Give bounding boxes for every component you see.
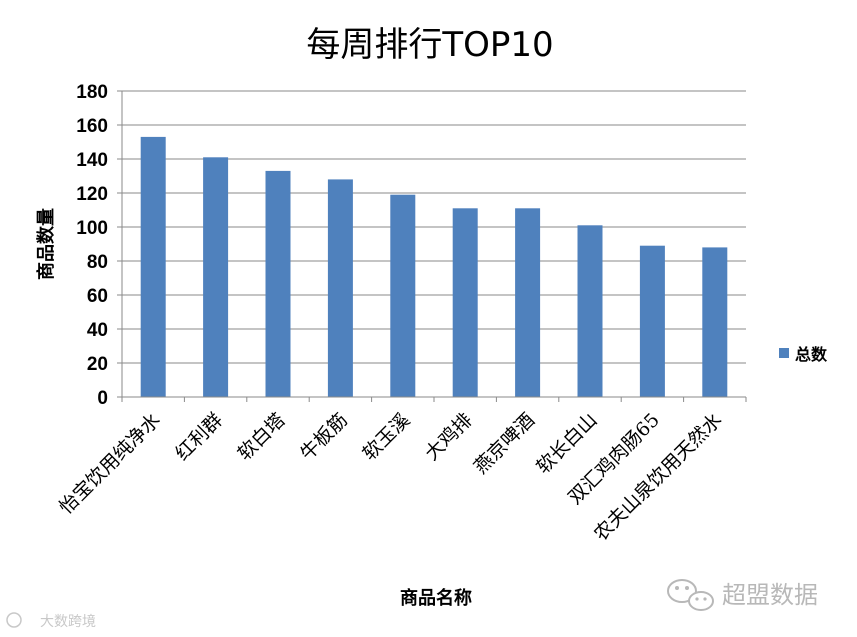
x-axis-title: 商品名称 [400, 587, 472, 609]
y-tick-label: 140 [76, 150, 108, 171]
bar [203, 157, 229, 397]
y-tick-label: 20 [87, 354, 108, 375]
x-tick-label: 牛板筋 [296, 409, 352, 465]
watermark-bottom-left: 大数跨境 [6, 612, 96, 630]
chart-title: 每周排行TOP10 [306, 25, 553, 65]
bar [702, 247, 728, 397]
watermark-small-text: 大数跨境 [40, 614, 96, 630]
watermark-bottom-right: 超盟数据 [667, 579, 818, 611]
y-tick-label: 60 [87, 286, 108, 307]
bar [327, 179, 353, 397]
bars [140, 136, 728, 397]
wechat-icon [667, 579, 714, 611]
bar [515, 208, 541, 397]
y-tick-label: 40 [87, 320, 108, 341]
x-tick-label: 软白塔 [234, 409, 290, 465]
y-tick-label: 80 [87, 252, 108, 273]
y-tick-label: 180 [76, 82, 108, 103]
bar [140, 136, 166, 397]
y-tick-label: 100 [76, 218, 108, 239]
bar [577, 225, 603, 397]
watermark-logo-icon [6, 612, 22, 628]
y-tick-label: 160 [76, 116, 108, 137]
x-tick-label: 大鸡排 [421, 409, 477, 465]
bar [390, 194, 416, 397]
y-axis-title: 商品数量 [35, 208, 57, 280]
bar [639, 245, 665, 397]
x-axis-ticks: 怡宝饮用纯净水 红利群 软白塔 牛板筋 软玉溪 大鸡排燕京啤酒软长白山双汇鸡肉肠65农夫山… [55, 397, 747, 545]
x-tick-label: 红利群 [171, 409, 227, 465]
y-tick-label: 0 [97, 388, 108, 409]
y-axis-ticks: 0 20 40 60 80 100 120 140 160 180 [76, 82, 122, 409]
x-tick-label: 怡宝饮用纯净水 [55, 409, 165, 519]
bar [265, 170, 291, 397]
x-tick-label: 软玉溪 [358, 409, 414, 465]
legend: 总数 [779, 345, 828, 364]
legend-label: 总数 [795, 345, 828, 364]
y-tick-label: 120 [76, 184, 108, 205]
x-tick-label: 燕京啤酒 [470, 409, 539, 478]
bar [452, 208, 478, 397]
watermark-text: 超盟数据 [722, 581, 818, 609]
legend-swatch [779, 348, 789, 358]
